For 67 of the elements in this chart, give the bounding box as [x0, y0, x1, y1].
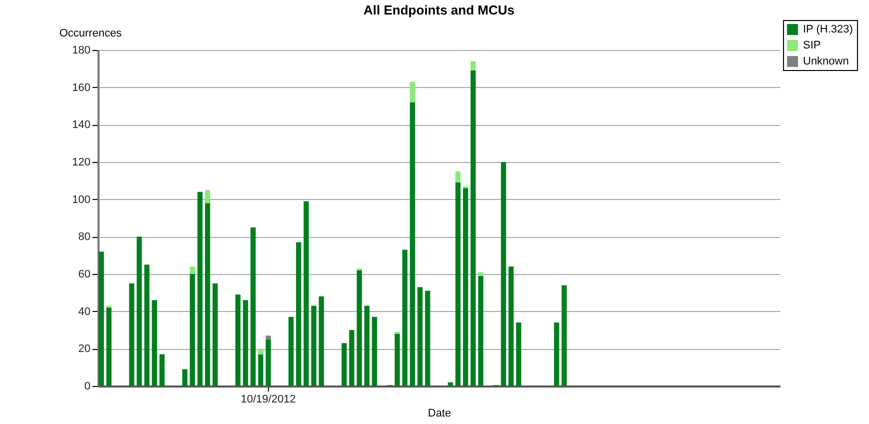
- bar: [364, 306, 370, 386]
- y-tick-label: 140: [72, 119, 90, 132]
- bar: [356, 270, 362, 386]
- bar: [516, 322, 522, 386]
- legend-label: SIP: [803, 40, 821, 52]
- bar: [296, 242, 302, 386]
- bar: [288, 316, 294, 386]
- bar: [258, 354, 264, 386]
- x-tick-label: 10/19/2012: [240, 394, 296, 406]
- bar: [197, 192, 203, 386]
- y-tick-label: 100: [72, 194, 90, 206]
- bar: [159, 354, 165, 386]
- bar: [402, 250, 408, 386]
- x-axis-title: Date: [428, 408, 452, 420]
- bar: [204, 203, 210, 386]
- bar: [242, 300, 248, 386]
- bar: [204, 190, 210, 204]
- bar: [508, 266, 514, 386]
- bar: [478, 272, 484, 276]
- bar: [372, 316, 378, 386]
- bar: [417, 287, 423, 386]
- bar: [190, 266, 195, 274]
- y-tick-label: 180: [72, 44, 90, 56]
- bar: [318, 296, 324, 386]
- bar: [266, 339, 271, 386]
- bar: [470, 61, 476, 71]
- bar: [152, 300, 158, 386]
- y-tick-label: 40: [78, 306, 90, 318]
- bar: [455, 182, 461, 386]
- bar: [562, 285, 567, 386]
- bar: [462, 188, 468, 386]
- y-tick-label: 120: [72, 156, 90, 168]
- y-tick-label: 20: [78, 343, 90, 356]
- bar: [349, 330, 354, 386]
- bar: [129, 283, 134, 386]
- bar: [258, 348, 264, 354]
- bar: [478, 276, 484, 386]
- bar: [144, 264, 150, 386]
- bar: [410, 102, 416, 386]
- y-axis-title: Occurrences: [59, 28, 122, 40]
- bar: [394, 334, 400, 386]
- legend-label: IP (H.323): [803, 24, 853, 36]
- bar: [304, 201, 309, 386]
- y-tick-label: 80: [78, 231, 90, 244]
- y-tick-label: 160: [72, 82, 90, 94]
- y-tick-label: 60: [78, 268, 90, 280]
- bar: [182, 369, 188, 386]
- bar: [190, 274, 195, 386]
- bar: [455, 171, 461, 183]
- bar: [212, 283, 218, 386]
- legend-label: Unknown: [803, 56, 849, 68]
- bar: [342, 343, 347, 386]
- bar: [470, 70, 476, 386]
- bar: [136, 236, 142, 386]
- chart-title: All Endpoints and MCUs: [364, 2, 514, 18]
- bar: [311, 306, 316, 386]
- bar: [500, 162, 506, 386]
- bar: [266, 336, 271, 340]
- bar: [235, 294, 240, 386]
- bar: [98, 252, 104, 386]
- bar: [425, 290, 430, 386]
- bar: [106, 308, 112, 386]
- bar: [250, 227, 256, 386]
- y-tick-label: 0: [84, 380, 90, 392]
- bar: [554, 322, 560, 386]
- bar: [448, 382, 453, 386]
- bar: [410, 82, 416, 102]
